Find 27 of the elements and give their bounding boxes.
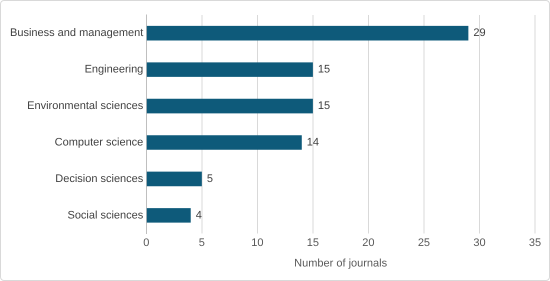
bar [146, 62, 313, 77]
y-tick-label: Social sciences [67, 209, 144, 222]
x-axis-title: Number of journals [294, 257, 388, 270]
bar [146, 98, 313, 114]
bar [146, 26, 468, 41]
data-label: 15 [318, 100, 330, 112]
x-tick-label: 10 [251, 237, 264, 250]
x-tick-label: 25 [418, 237, 430, 250]
x-tick-label: 20 [362, 237, 375, 250]
x-tick-label: 30 [473, 237, 486, 250]
data-label: 29 [473, 27, 486, 40]
bar [146, 135, 302, 150]
y-tick-label: Environmental sciences [27, 100, 144, 112]
x-tick-label: 15 [306, 237, 320, 250]
y-tick-label: Decision sciences [55, 172, 144, 185]
bar [146, 208, 191, 223]
x-tick-label: 5 [198, 237, 205, 250]
y-tick-label: Business and management [10, 27, 144, 40]
data-label: 5 [206, 172, 213, 185]
data-label: 15 [318, 64, 330, 76]
y-tick-label: Computer science [54, 136, 144, 149]
bar [146, 172, 202, 186]
data-label: 14 [306, 136, 320, 149]
x-tick-label: 35 [528, 237, 542, 250]
data-label: 4 [196, 209, 202, 222]
x-tick-label: 0 [143, 237, 150, 250]
y-tick-label: Engineering [84, 64, 144, 76]
